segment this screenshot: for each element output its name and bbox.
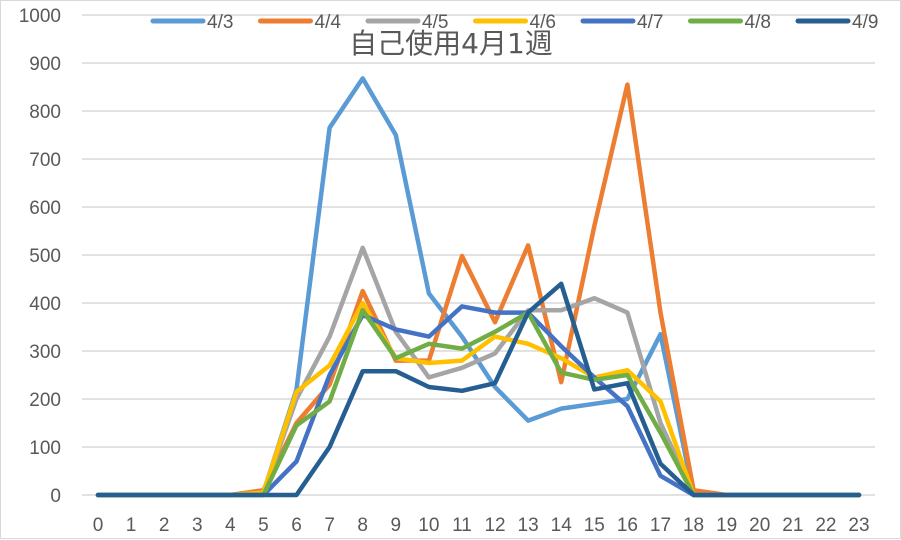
x-tick-label: 4: [225, 515, 236, 536]
x-tick-label: 11: [452, 515, 472, 536]
x-tick-label: 7: [324, 515, 335, 536]
x-tick-label: 23: [848, 515, 869, 536]
x-tick-label: 10: [418, 515, 439, 536]
series-lines: [95, 76, 862, 498]
legend-item-4-6[interactable]: 4/6: [473, 12, 556, 33]
x-tick-label: 8: [357, 515, 368, 536]
x-tick-label: 0: [93, 515, 104, 536]
series-line-4-8: [95, 307, 862, 498]
series-line-4-7: [95, 304, 862, 498]
legend-label: 4/9: [852, 12, 878, 33]
x-tick-label: 3: [192, 515, 203, 536]
y-tick-label: 400: [29, 294, 61, 315]
x-tick-label: 13: [518, 515, 539, 536]
x-tick-label: 9: [390, 515, 401, 536]
x-tick-label: 16: [617, 515, 638, 536]
x-tick-label: 14: [551, 515, 573, 536]
y-tick-label: 500: [29, 246, 61, 267]
legend-label: 4/3: [207, 12, 233, 33]
x-tick-label: 12: [484, 515, 505, 536]
x-axis-labels: 0 1 2 3 4 5 6 7 8 9 10 11 12 13 14 15 16 17 18 19 20 21 22 23: [93, 515, 870, 536]
legend-label: 4/4: [315, 12, 342, 33]
x-tick-label: 22: [815, 515, 836, 536]
series-line-4-4: [95, 82, 862, 498]
x-tick-label: 17: [650, 515, 671, 536]
legend: 4/3 4/4 4/5 4/6 4/7 4/8 4/9: [150, 12, 878, 33]
legend-item-4-7[interactable]: 4/7: [580, 12, 663, 33]
y-tick-label: 300: [29, 342, 61, 363]
y-tick-label: 0: [50, 486, 61, 507]
x-tick-label: 20: [749, 515, 770, 536]
x-tick-label: 19: [716, 515, 737, 536]
y-tick-label: 900: [29, 54, 61, 75]
legend-item-4-9[interactable]: 4/9: [795, 12, 878, 33]
x-tick-label: 1: [126, 515, 137, 536]
series-line-4-9: [95, 281, 862, 498]
y-tick-label: 200: [29, 390, 61, 411]
legend-item-4-3[interactable]: 4/3: [150, 12, 233, 33]
legend-label: 4/5: [422, 12, 448, 33]
x-tick-label: 15: [584, 515, 605, 536]
gridlines: [82, 14, 875, 496]
legend-item-4-4[interactable]: 4/4: [258, 12, 342, 33]
y-tick-label: 800: [29, 102, 61, 123]
x-tick-label: 5: [258, 515, 269, 536]
y-tick-label: 100: [29, 438, 61, 459]
x-tick-label: 18: [683, 515, 704, 536]
legend-label: 4/6: [530, 12, 556, 33]
legend-label: 4/7: [637, 12, 663, 33]
y-tick-label: 700: [29, 150, 61, 171]
legend-item-4-5[interactable]: 4/5: [365, 12, 448, 33]
x-tick-label: 2: [159, 515, 170, 536]
x-tick-label: 6: [291, 515, 302, 536]
y-tick-label: 1000: [19, 6, 61, 27]
chart-title: 自己使用4月1週: [349, 27, 553, 60]
x-tick-label: 21: [782, 515, 803, 536]
y-axis-labels: 0 100 200 300 400 500 600 700 800 900 1000: [19, 6, 61, 507]
legend-item-4-8[interactable]: 4/8: [688, 12, 771, 33]
y-tick-label: 600: [29, 198, 61, 219]
legend-label: 4/8: [745, 12, 771, 33]
